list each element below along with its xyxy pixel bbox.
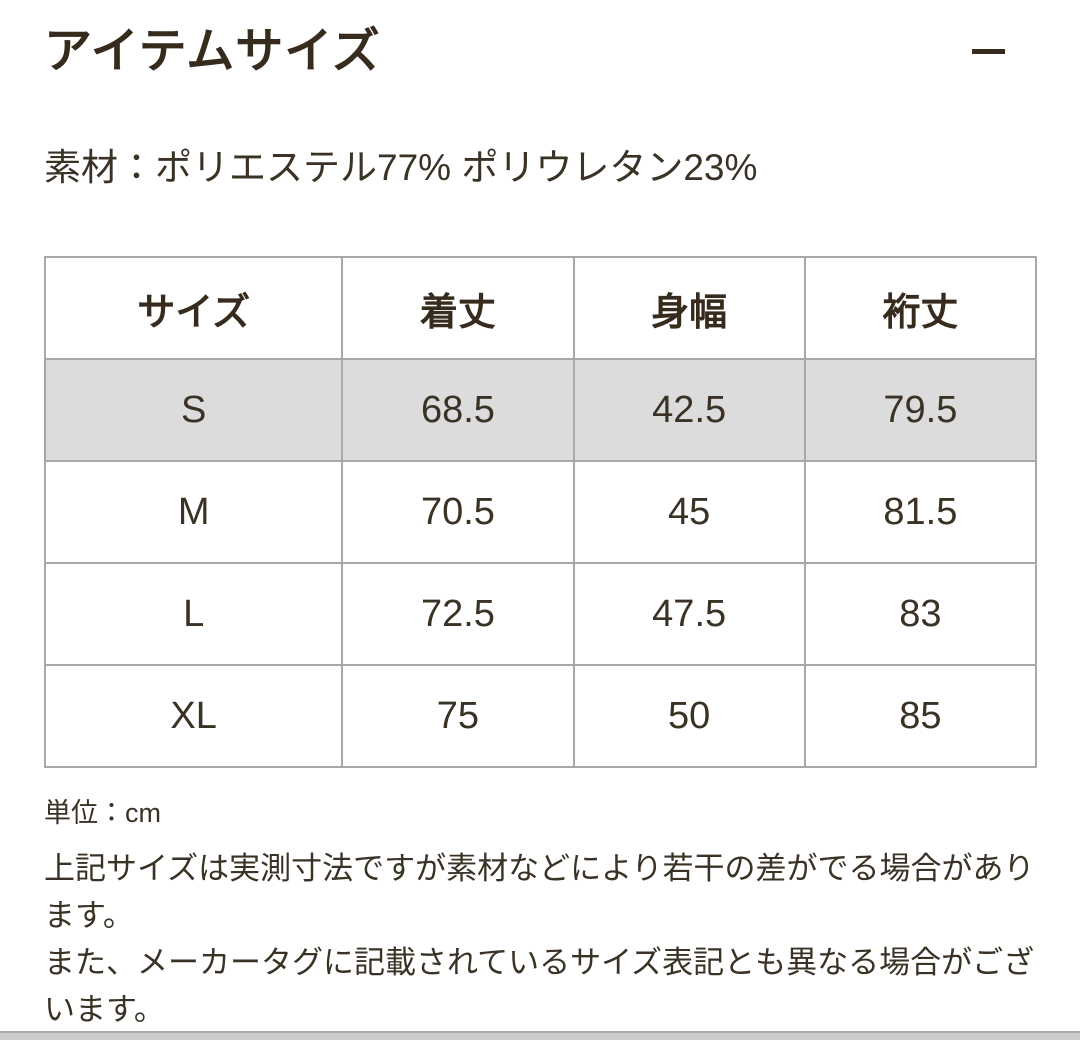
col-header-size: サイズ	[43, 256, 344, 361]
page-title: アイテムサイズ	[44, 25, 381, 78]
table-row-xl: XL 75 50 85	[43, 664, 1038, 769]
note-line-2: また、メーカータグに記載されているサイズ表記とも異なる場合がございます。	[44, 945, 1035, 1028]
collapse-toggle-button[interactable]	[972, 39, 1005, 64]
table-cell: 75	[341, 664, 575, 769]
table-row-l: L 72.5 47.5 83	[43, 562, 1038, 667]
next-section-divider	[0, 1031, 1080, 1040]
table-cell: 45	[572, 460, 806, 565]
table-cell: 68.5	[341, 358, 575, 463]
table-cell: 42.5	[572, 358, 806, 463]
col-header-length: 着丈	[341, 256, 575, 361]
table-cell: M	[43, 460, 344, 565]
table-cell: XL	[43, 664, 344, 769]
table-cell: 50	[572, 664, 806, 769]
minus-icon	[972, 49, 1005, 55]
material-text: 素材：ポリエステル77% ポリウレタン23%	[44, 147, 758, 189]
table-cell: 72.5	[341, 562, 575, 667]
table-cell: 83	[803, 562, 1038, 667]
size-table: サイズ 着丈 身幅 裄丈 S 68.5 42.5 79.5 M 70.5 45 …	[43, 256, 1038, 769]
col-header-sleeve: 裄丈	[803, 256, 1038, 361]
table-cell: 81.5	[803, 460, 1038, 565]
table-cell: L	[43, 562, 344, 667]
table-cell: 79.5	[803, 358, 1038, 463]
table-cell: S	[43, 358, 344, 463]
table-cell: 47.5	[572, 562, 806, 667]
note-line-1: 上記サイズは実測寸法ですが素材などにより若干の差がでる場合があります。	[44, 851, 1035, 934]
size-notes: 上記サイズは実測寸法ですが素材などにより若干の差がでる場合があります。 また、メ…	[44, 845, 1036, 1033]
table-row-s: S 68.5 42.5 79.5	[43, 358, 1038, 463]
table-cell: 85	[803, 664, 1038, 769]
col-header-width: 身幅	[572, 256, 806, 361]
table-row-m: M 70.5 45 81.5	[43, 460, 1038, 565]
table-header-row: サイズ 着丈 身幅 裄丈	[43, 256, 1038, 361]
unit-label: 単位：cm	[44, 798, 161, 829]
section-header: アイテムサイズ	[0, 24, 1080, 79]
table-cell: 70.5	[341, 460, 575, 565]
